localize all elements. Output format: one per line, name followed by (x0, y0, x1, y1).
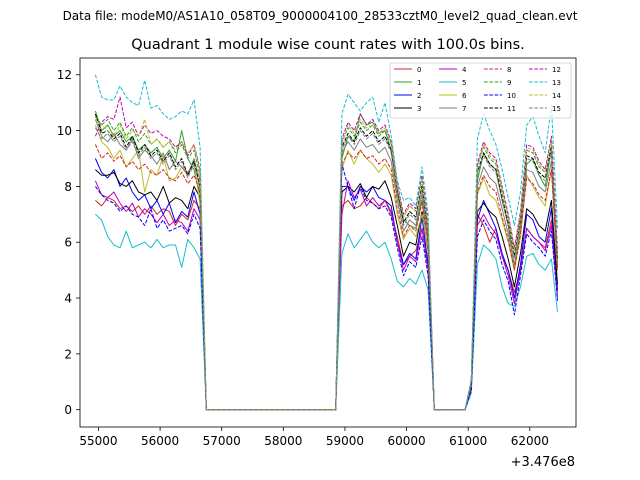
x-tick-label: 55000 (79, 434, 117, 448)
legend-label-9: 9 (507, 79, 511, 87)
series-line-14 (95, 118, 558, 411)
y-tick-label: 0 (64, 403, 72, 417)
legend-label-5: 5 (462, 79, 466, 87)
legend-label-13: 13 (552, 79, 561, 87)
legend-label-7: 7 (462, 105, 466, 113)
legend-label-4: 4 (462, 66, 467, 74)
legend-box (389, 62, 572, 119)
x-tick-label: 61000 (449, 434, 487, 448)
legend-label-0: 0 (417, 66, 421, 74)
x-offset-label: +3.476e8 (511, 455, 575, 470)
x-tick-label: 58000 (264, 434, 302, 448)
chart-title: Quadrant 1 module wise count rates with … (131, 37, 525, 53)
y-tick-label: 8 (64, 180, 72, 194)
y-tick-label: 10 (57, 124, 72, 138)
legend-label-11: 11 (507, 105, 516, 113)
legend-label-8: 8 (507, 66, 511, 74)
x-tick-label: 59000 (326, 434, 364, 448)
series-line-15 (94, 127, 558, 411)
plot-area: 55000 56000 57000 58000 59000 60000 61000 62000… (57, 57, 577, 448)
legend-label-10: 10 (507, 92, 516, 100)
y-tick-label: 2 (64, 347, 72, 361)
y-tick-label: 4 (64, 292, 72, 306)
legend-label-15: 15 (552, 105, 561, 113)
legend-label-1: 1 (417, 79, 421, 87)
y-tick-label: 6 (64, 236, 72, 250)
suptitle: Data file: modeM0/AS1A10_058T09_90000041… (63, 9, 578, 23)
x-tick-label: 62000 (511, 434, 549, 448)
x-tick-label: 56000 (141, 434, 179, 448)
legend-label-2: 2 (417, 92, 421, 100)
x-tick-label: 57000 (203, 434, 241, 448)
x-tick-label: 60000 (387, 434, 425, 448)
legend-label-14: 14 (552, 92, 561, 100)
series-group (94, 74, 558, 411)
y-tick-label: 12 (57, 68, 72, 82)
legend-label-3: 3 (417, 105, 421, 113)
legend-label-12: 12 (552, 66, 561, 74)
legend-label-6: 6 (462, 92, 467, 100)
